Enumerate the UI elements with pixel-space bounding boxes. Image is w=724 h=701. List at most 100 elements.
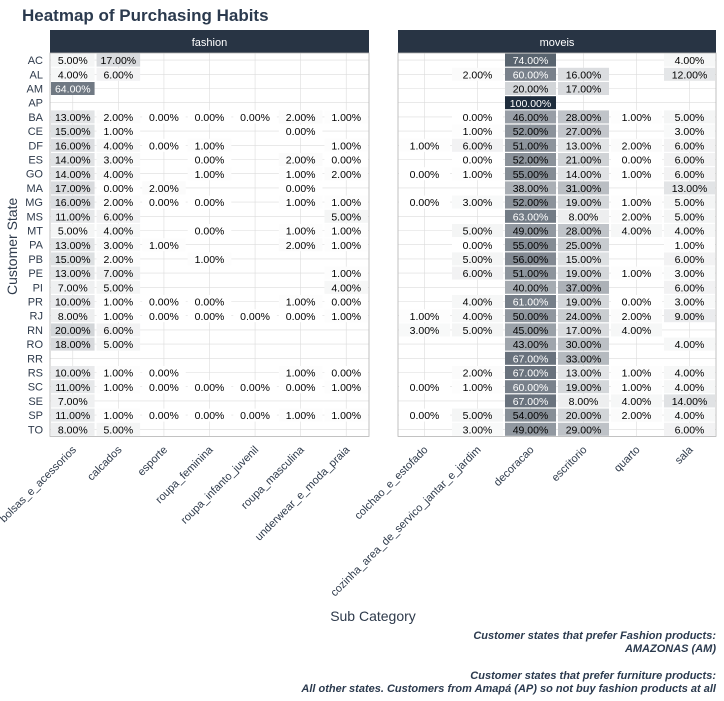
cell-value-label: 0.00% — [286, 126, 316, 138]
cell-value-label: 1.00% — [286, 226, 316, 238]
cell-value-label: 0.00% — [195, 382, 225, 394]
heatmap-cell — [51, 266, 95, 280]
heatmap-cell — [452, 323, 503, 337]
heatmap-cell — [611, 394, 662, 408]
heatmap-cell — [96, 309, 141, 323]
cell-value-label: 5.00% — [675, 211, 705, 223]
heatmap-cell — [558, 351, 609, 365]
cell-value-label: 15.00% — [566, 254, 602, 266]
heatmap-cell — [96, 266, 141, 280]
cell-value-label: 28.00% — [566, 112, 602, 124]
cell-value-label: 8.00% — [58, 424, 88, 436]
heatmap-cell — [664, 422, 715, 436]
x-tick-label: bolsas_e_acessorios — [0, 444, 79, 525]
cell-value-label: 1.00% — [286, 410, 316, 422]
heatmap-cell — [96, 422, 141, 436]
heatmap-cell — [324, 153, 368, 166]
heatmap-cell — [324, 408, 368, 422]
cell-value-label: 67.00% — [513, 353, 549, 365]
heatmap-cell — [452, 266, 503, 280]
heatmap-cell — [399, 138, 450, 152]
cell-value-label: 1.00% — [331, 410, 361, 422]
heatmap-cell — [452, 366, 503, 379]
heatmap-cell — [505, 167, 556, 181]
heatmap-cell — [96, 209, 141, 223]
heatmap-cell — [558, 408, 609, 422]
heatmap-cell — [142, 195, 186, 209]
cell-value-label: 1.00% — [622, 112, 652, 124]
cell-value-label: 5.00% — [463, 226, 493, 238]
heatmap-cell — [558, 138, 609, 152]
heatmap-cell — [278, 110, 323, 124]
heatmap-cell — [505, 394, 556, 408]
cell-value-label: 1.00% — [622, 368, 652, 380]
heatmap-cell — [187, 167, 232, 181]
heatmap-cell — [324, 238, 368, 252]
cell-value-label: 1.00% — [195, 254, 225, 266]
heatmap-cell — [452, 167, 503, 181]
heatmap-cell — [278, 124, 323, 138]
heatmap-cell — [278, 238, 323, 252]
cell-value-label: 16.00% — [55, 140, 91, 152]
heatmap-cell — [452, 252, 503, 266]
x-tick-label: underwear_e_moda_praia — [253, 443, 353, 543]
heatmap-cell — [142, 238, 186, 252]
cell-value-label: 0.00% — [410, 382, 440, 394]
heatmap-cell — [505, 138, 556, 152]
heatmap-cell — [96, 366, 141, 379]
cell-value-label: 6.00% — [675, 424, 705, 436]
y-tick-label: PA — [29, 240, 44, 252]
y-tick-label: MT — [27, 226, 43, 238]
cell-value-label: 6.00% — [675, 155, 705, 167]
heatmap-cell — [399, 408, 450, 422]
heatmap-cell — [96, 408, 141, 422]
heatmap-cell — [142, 380, 186, 394]
heatmap-cell — [51, 337, 95, 351]
heatmap-cell — [505, 96, 556, 110]
y-tick-label: MS — [27, 211, 44, 223]
cell-value-label: 0.00% — [103, 183, 133, 195]
heatmap-cell — [324, 224, 368, 237]
heatmap-cell — [51, 252, 95, 266]
cell-value-label: 13.00% — [55, 240, 91, 252]
cell-value-label: 3.00% — [103, 240, 133, 252]
heatmap-cell — [187, 380, 232, 394]
cell-value-label: 13.00% — [672, 183, 708, 195]
heatmap-cell — [96, 295, 141, 308]
cell-value-label: 1.00% — [331, 112, 361, 124]
heatmap-cell — [664, 295, 715, 308]
cell-value-label: 15.00% — [55, 126, 91, 138]
heatmap-cell — [187, 309, 232, 323]
y-tick-label: PR — [28, 297, 43, 309]
cell-value-label: 11.00% — [55, 410, 90, 422]
cell-value-label: 60.00% — [513, 69, 549, 81]
cell-value-label: 0.00% — [195, 155, 225, 167]
y-tick-label: MA — [27, 183, 44, 195]
heatmap-cell — [51, 124, 95, 138]
y-tick-label: ES — [28, 155, 43, 167]
heatmap-cell — [452, 238, 503, 252]
heatmap-cell — [187, 224, 232, 237]
cell-value-label: 25.00% — [566, 240, 602, 252]
cell-value-label: 24.00% — [566, 311, 602, 323]
x-tick-label: escritorio — [550, 444, 590, 484]
heatmap-cell — [278, 408, 323, 422]
heatmap-cell — [664, 394, 715, 408]
cell-value-label: 5.00% — [103, 424, 133, 436]
heatmap-cell — [505, 252, 556, 266]
caption-line-other-states: All other states. Customers from Amapá (… — [301, 683, 716, 695]
heatmap-cell — [142, 295, 186, 308]
heatmap-cell — [558, 224, 609, 237]
cell-value-label: 4.00% — [675, 339, 705, 351]
heatmap-cell — [664, 138, 715, 152]
cell-value-label: 2.00% — [103, 112, 133, 124]
heatmap-cell — [278, 153, 323, 166]
cell-value-label: 1.00% — [622, 197, 652, 209]
y-tick-label: AP — [28, 98, 43, 110]
cell-value-label: 52.00% — [513, 197, 549, 209]
heatmap-cell — [96, 67, 141, 81]
heatmap-cell — [324, 309, 368, 323]
heatmap-cell — [233, 408, 277, 422]
cell-value-label: 27.00% — [566, 126, 602, 138]
y-tick-label: AC — [28, 55, 43, 67]
